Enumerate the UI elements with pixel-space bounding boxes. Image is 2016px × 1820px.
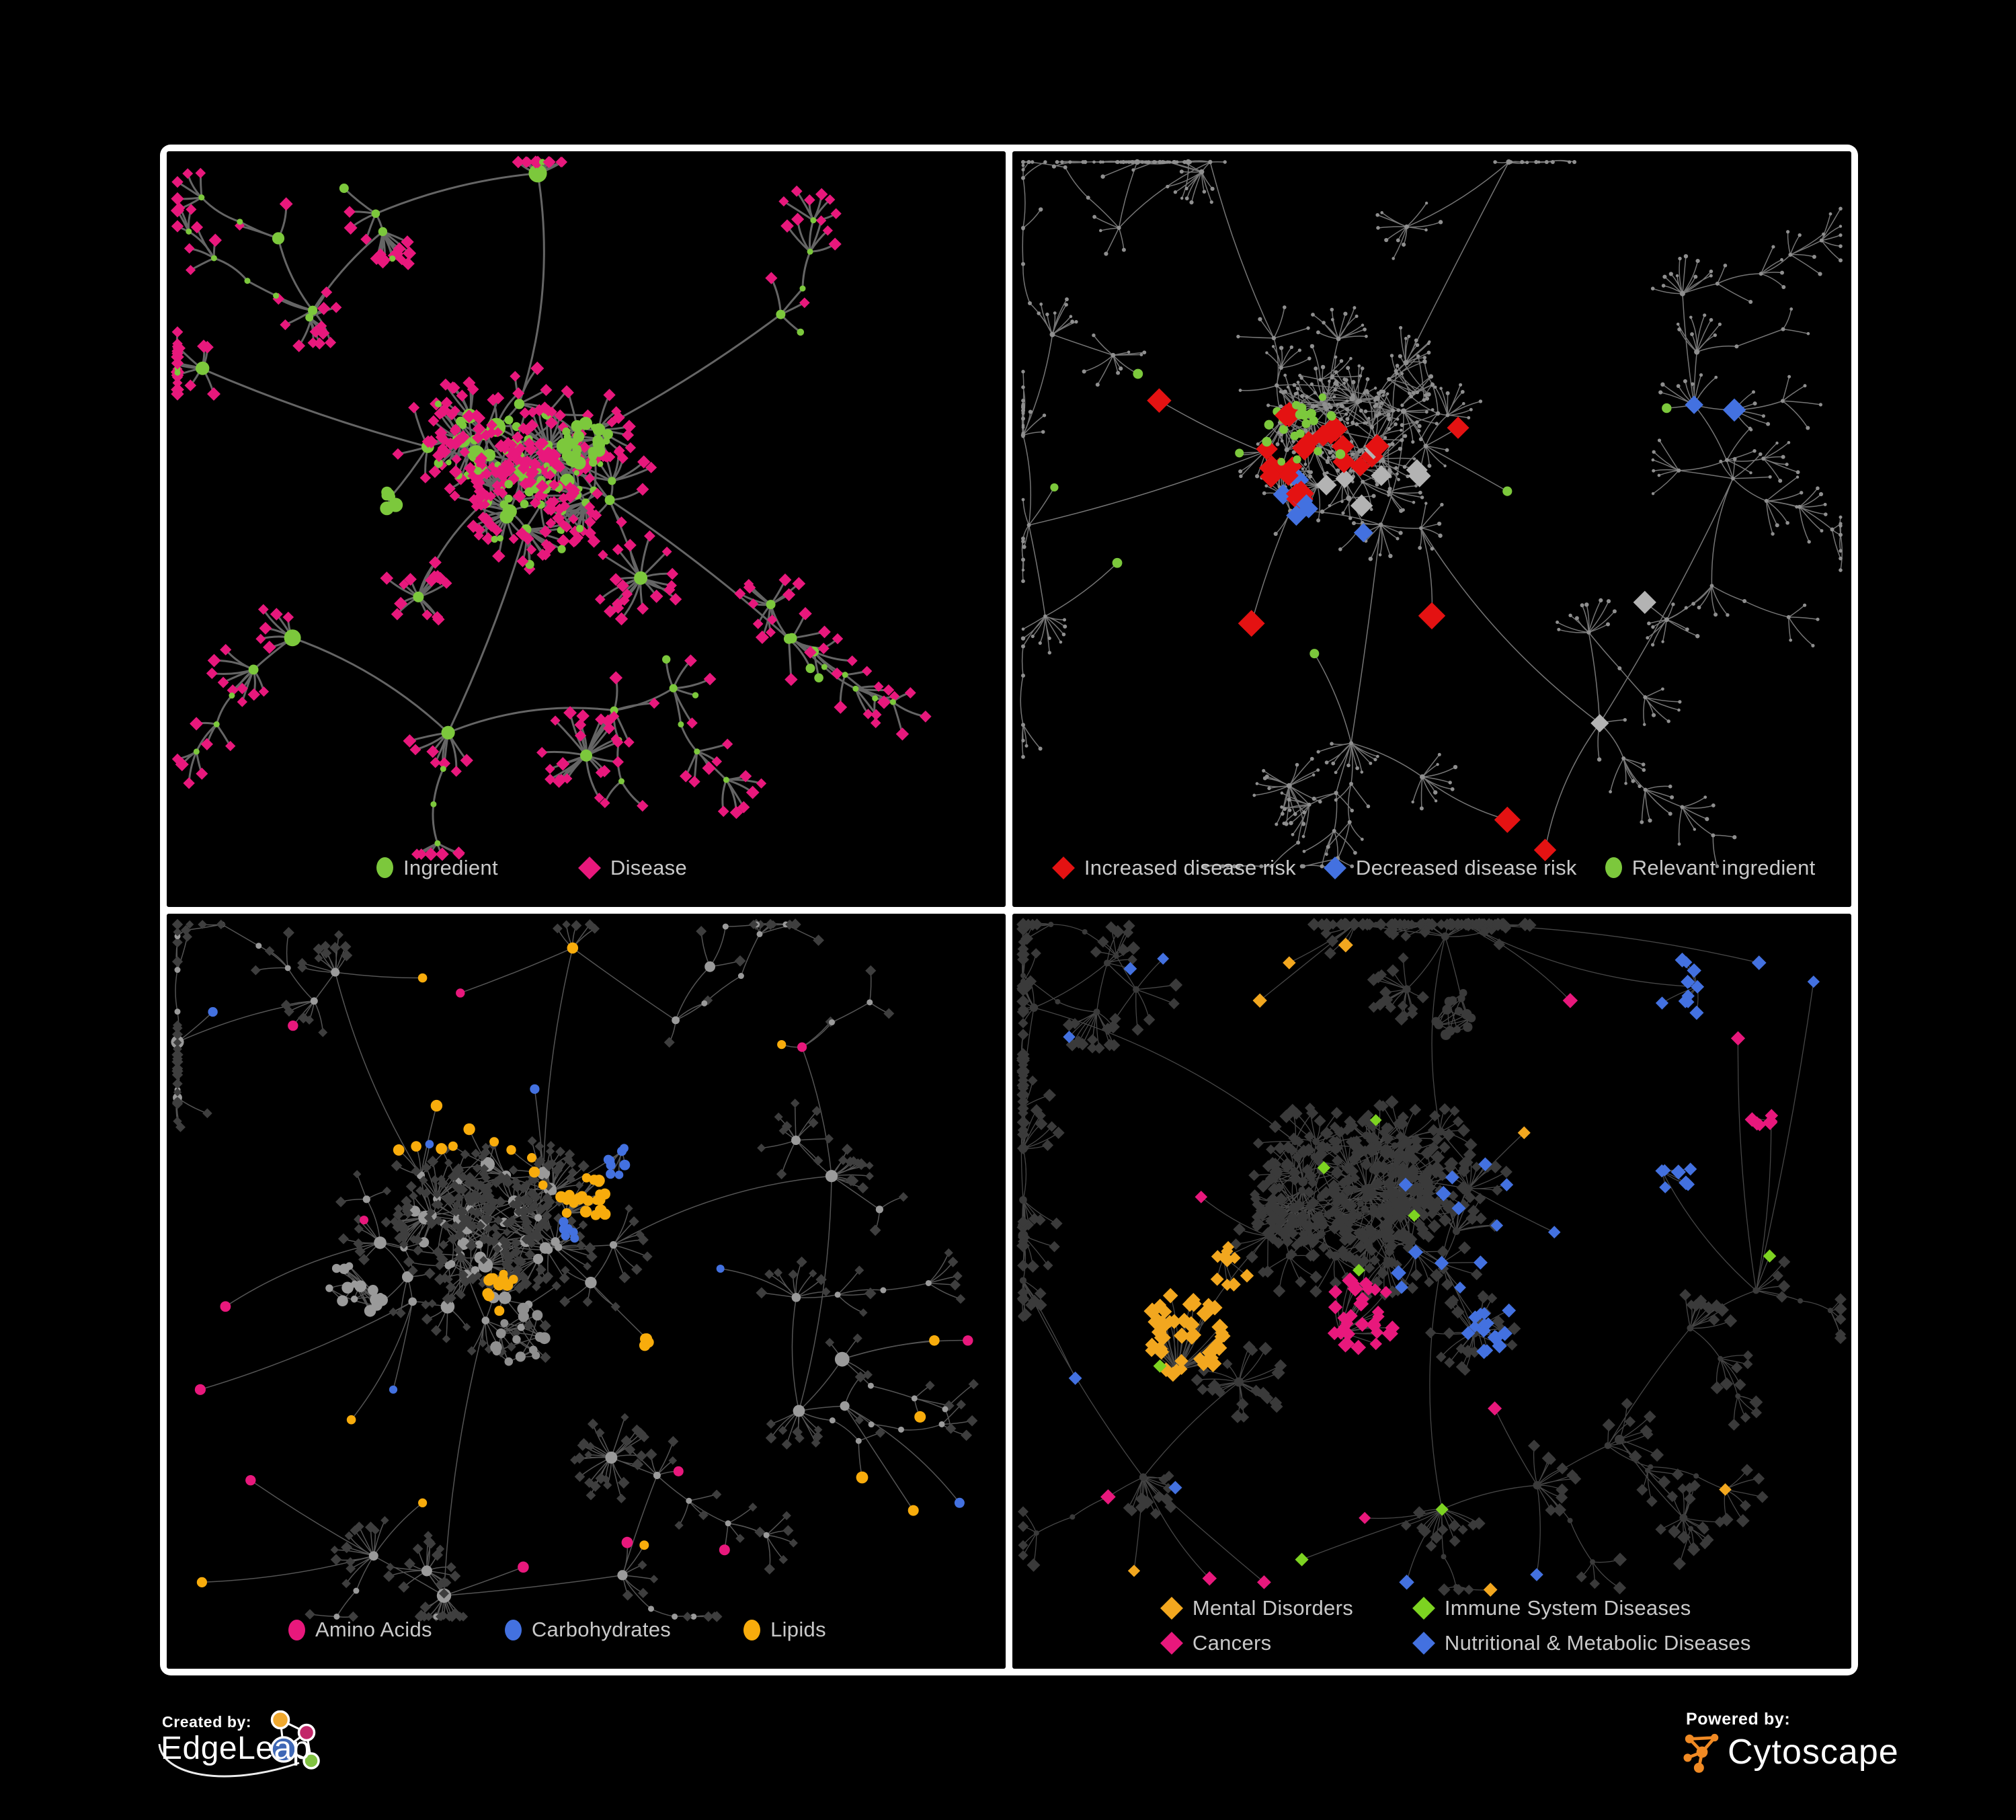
- edgeleap-logo-graphic: [158, 1710, 320, 1778]
- diamond-swatch-icon: [577, 856, 601, 879]
- cytoscape-logo-row: Cytoscape: [1683, 1731, 1899, 1773]
- legend-label: Nutritional & Metabolic Diseases: [1444, 1631, 1751, 1655]
- ingredient-disease-network-graph: [170, 155, 932, 861]
- legend-label: Decreased disease risk: [1355, 855, 1577, 879]
- edgeleap-node-green: [303, 1752, 320, 1770]
- edgeleap-swoosh: [158, 1743, 300, 1778]
- legend-item-increased-disease-risk: Increased disease risk: [1051, 855, 1296, 880]
- legend-label: Immune System Diseases: [1444, 1596, 1691, 1620]
- legend-item-amino-acids: Amino Acids: [288, 1618, 432, 1642]
- legend-label: Carbohydrates: [531, 1618, 672, 1641]
- cytoscape-icon-edges: [1687, 1736, 1716, 1768]
- legend-item-immune-system-diseases: Immune System Diseases: [1412, 1596, 1851, 1620]
- legend-item-carbohydrates: Carbohydrates: [504, 1618, 672, 1642]
- cytoscape-logo-icon: [1683, 1733, 1719, 1773]
- panel-macronutrients: Amino Acids Carbohydrates Lipids: [167, 913, 1006, 1669]
- disease-category-network-graph: [1016, 917, 1847, 1597]
- diamond-swatch-icon: [1412, 1597, 1435, 1620]
- edgeleap-node-magenta: [297, 1723, 316, 1742]
- legend-label: Cancers: [1192, 1631, 1272, 1655]
- legend-label: Increased disease risk: [1084, 855, 1296, 879]
- panel-ingredient-disease: Ingredient Disease: [167, 151, 1006, 907]
- legend-disease-risk: Increased disease risk Decreased disease …: [1012, 856, 1851, 880]
- panel-disease-risk: Increased disease risk Decreased disease …: [1012, 151, 1851, 907]
- diamond-swatch-icon: [1160, 1597, 1183, 1620]
- diamond-swatch-icon: [1412, 1632, 1435, 1655]
- legend-label: Disease: [610, 855, 687, 879]
- circle-swatch-icon: [743, 1619, 761, 1640]
- legend-item-lipids: Lipids: [743, 1618, 826, 1642]
- panel-disease-categories: Mental Disorders Immune System Diseases Ca…: [1012, 913, 1851, 1669]
- legend-label: Amino Acids: [315, 1618, 432, 1641]
- edgeleap-node-orange: [270, 1710, 290, 1730]
- legend-label: Relevant ingredient: [1631, 855, 1816, 879]
- edgeleap-logo-edges: [279, 1718, 313, 1762]
- cytoscape-icon-nodes: [1683, 1733, 1719, 1773]
- legend-item-mental-disorders: Mental Disorders: [1160, 1596, 1413, 1620]
- edgeleap-logo-nodes: [270, 1710, 320, 1770]
- circle-swatch-icon: [288, 1619, 305, 1640]
- edgeleap-wordmark: EdgeLeap: [161, 1731, 311, 1766]
- legend-item-decreased-disease-risk: Decreased disease risk: [1323, 855, 1577, 880]
- edgeleap-credit: Created by: EdgeLeap: [157, 1710, 345, 1791]
- diamond-swatch-icon: [1051, 856, 1075, 879]
- legend-macronutrients: Amino Acids Carbohydrates Lipids: [167, 1618, 1006, 1642]
- legend-item-ingredient: Ingredient: [376, 856, 498, 880]
- legend-item-cancers: Cancers: [1160, 1631, 1413, 1655]
- diamond-swatch-icon: [1323, 856, 1346, 879]
- edgeleap-node-blue: [270, 1736, 297, 1763]
- panel-grid: Ingredient Disease Increased disease risk…: [160, 145, 1858, 1675]
- cytoscape-credit: Powered by:: [1683, 1708, 1898, 1782]
- cytoscape-wordmark: Cytoscape: [1728, 1733, 1899, 1772]
- powered-by-label: Powered by:: [1686, 1710, 1791, 1729]
- legend-ingredient-disease: Ingredient Disease: [167, 856, 1006, 880]
- legend-disease-categories: Mental Disorders Immune System Diseases Ca…: [1012, 1596, 1851, 1655]
- legend-item-nutritional-metabolic-diseases: Nutritional & Metabolic Diseases: [1412, 1631, 1851, 1655]
- legend-label: Ingredient: [403, 855, 498, 879]
- legend-label: Mental Disorders: [1192, 1596, 1353, 1620]
- circle-swatch-icon: [376, 857, 393, 878]
- created-by-label: Created by:: [162, 1713, 252, 1731]
- diamond-swatch-icon: [1160, 1632, 1183, 1655]
- circle-swatch-icon: [504, 1619, 522, 1640]
- legend-item-relevant-ingredient: Relevant ingredient: [1605, 856, 1816, 880]
- disease-risk-network-graph: [1020, 159, 1843, 869]
- macronutrient-network-graph: [171, 918, 979, 1622]
- legend-item-disease: Disease: [577, 855, 687, 880]
- circle-swatch-icon: [1605, 857, 1622, 878]
- legend-label: Lipids: [770, 1618, 826, 1641]
